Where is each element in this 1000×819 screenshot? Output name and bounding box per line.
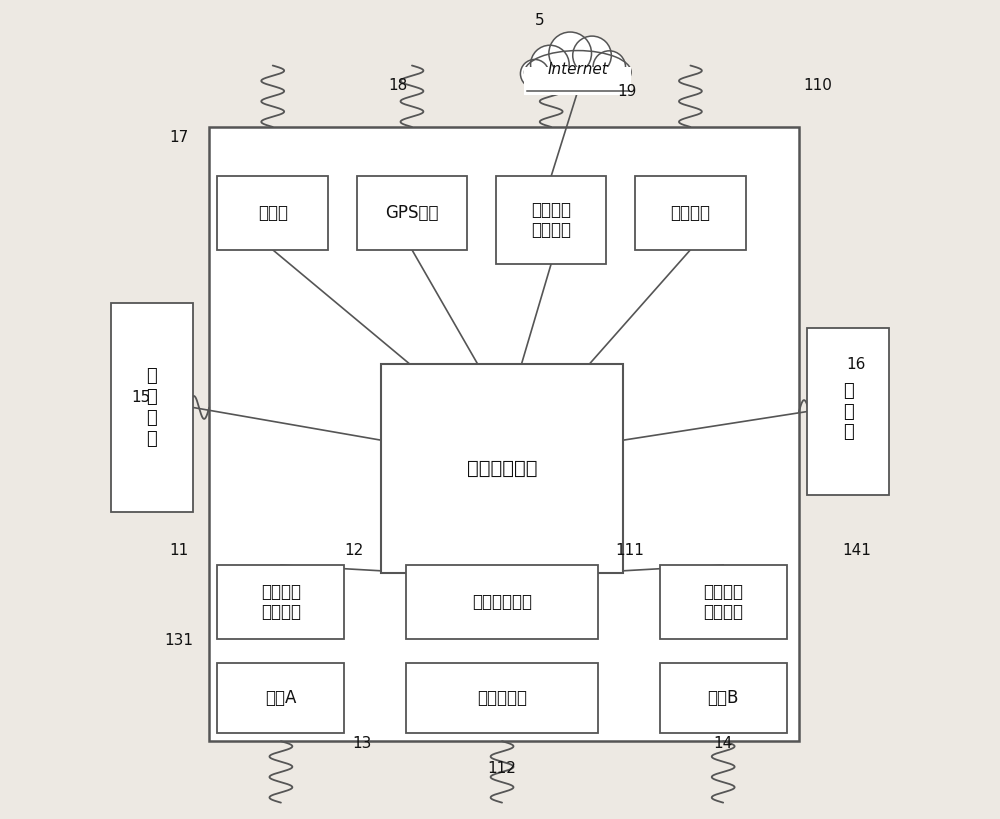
Text: 电池电量
采样模块: 电池电量 采样模块 [703,582,743,622]
Text: Internet: Internet [547,62,608,77]
Text: 15: 15 [132,390,151,405]
Text: 13: 13 [353,736,372,751]
Ellipse shape [524,51,631,93]
Bar [524,67,631,95]
Text: 112: 112 [487,761,516,776]
Text: 电池电量
采样模块: 电池电量 采样模块 [261,582,301,622]
Text: 14: 14 [713,736,732,751]
Circle shape [520,60,549,88]
Text: 11: 11 [169,543,189,558]
Text: 18: 18 [388,79,407,93]
Bar [111,303,193,512]
Bar [209,127,799,741]
Bar [406,565,598,639]
Text: 141: 141 [842,543,871,558]
Text: 电池切换开关: 电池切换开关 [472,593,532,611]
Bar [217,565,344,639]
Circle shape [531,45,569,84]
Text: 19: 19 [617,84,637,99]
Bar [217,176,328,250]
Text: 111: 111 [615,543,644,558]
Text: 5: 5 [534,13,544,28]
Bar [807,328,889,495]
Text: GPS模块: GPS模块 [385,204,439,222]
Bar [635,176,746,250]
Bar [406,663,598,733]
Text: 110: 110 [803,79,832,93]
Text: 电池B: 电池B [707,690,739,707]
Bar [660,565,787,639]
Bar [381,364,623,573]
Bar [357,176,467,250]
Text: 存储器: 存储器 [258,204,288,222]
Bar [660,663,787,733]
Circle shape [573,36,611,75]
Text: 扫
描
器: 扫 描 器 [843,382,853,441]
Text: 131: 131 [164,633,193,648]
Circle shape [549,32,592,75]
Circle shape [593,51,626,84]
Text: 电源输出端: 电源输出端 [477,690,527,707]
Text: 电池A: 电池A [265,690,297,707]
Text: 17: 17 [169,130,189,145]
Text: 开锁装置: 开锁装置 [670,204,710,222]
Text: 16: 16 [847,357,866,372]
Text: 第一控制模块: 第一控制模块 [467,459,537,478]
Text: 微
显
示
屏: 微 显 示 屏 [147,367,157,448]
Text: 第一无线
通讯模块: 第一无线 通讯模块 [531,201,571,239]
Bar [217,663,344,733]
Text: 12: 12 [345,543,364,558]
Bar [496,176,606,264]
